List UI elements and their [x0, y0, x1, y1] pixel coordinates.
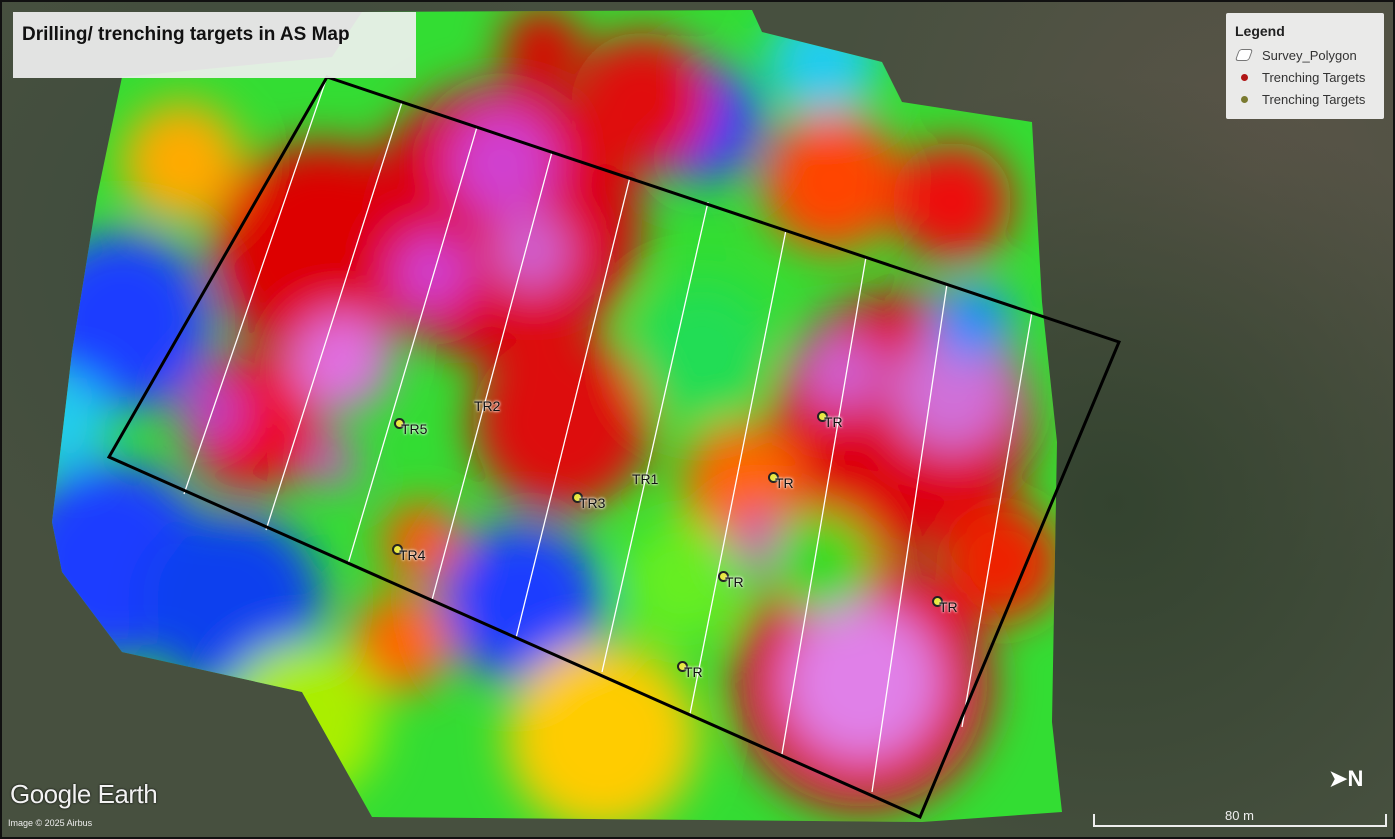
target-marker-icon[interactable]: [392, 544, 403, 555]
target-label[interactable]: TR1: [632, 471, 659, 487]
polygon-icon: [1234, 49, 1254, 61]
heatmap-blob: [772, 512, 872, 612]
heatmap-blob: [307, 437, 357, 487]
survey-line: [183, 76, 328, 495]
target-marker-icon[interactable]: [768, 472, 779, 483]
target-label[interactable]: TR3: [579, 495, 606, 511]
survey-line: [961, 311, 1033, 728]
olive-dot-icon: [1241, 96, 1248, 103]
target-label[interactable]: TR: [684, 664, 703, 680]
survey-line: [515, 176, 631, 639]
survey-line: [265, 101, 403, 531]
survey-line: [781, 256, 867, 755]
heatmap-blob: [492, 212, 572, 292]
heatmap-blob: [382, 502, 462, 582]
target-label[interactable]: TR2: [474, 398, 501, 414]
heatmap-blob: [682, 422, 802, 542]
target-marker-icon[interactable]: [394, 418, 405, 429]
target-marker-icon[interactable]: [932, 596, 943, 607]
heatmap-blob: [762, 112, 902, 252]
heatmap-blob: [622, 522, 742, 642]
target-marker-icon[interactable]: [718, 571, 729, 582]
target-label[interactable]: TR: [775, 475, 794, 491]
heatmap-blob: [392, 232, 472, 312]
heatmap-blob: [502, 10, 582, 87]
map-title: Drilling/ trenching targets in AS Map: [22, 24, 350, 45]
scale-label: 80 m: [1225, 808, 1254, 823]
survey-line: [601, 201, 709, 673]
heatmap-blob: [932, 282, 1012, 362]
heatmap-blob: [122, 102, 242, 222]
legend-title: Legend: [1235, 23, 1285, 39]
heatmap-blob: [782, 602, 942, 762]
survey-line: [689, 229, 787, 715]
map-title-panel: Drilling/ trenching targets in AS Map: [13, 12, 416, 78]
heatmap-blob: [292, 312, 392, 412]
target-label[interactable]: TR5: [401, 421, 428, 437]
target-marker-icon[interactable]: [572, 492, 583, 503]
heatmap-blob: [572, 32, 712, 172]
heatmap-blob: [632, 282, 772, 422]
red-dot-icon: [1241, 74, 1248, 81]
survey-line: [871, 283, 948, 793]
heatmap-blob: [52, 372, 112, 472]
heatmap-blob: [222, 642, 382, 802]
heatmap-blob: [802, 332, 882, 412]
target-marker-icon[interactable]: [817, 411, 828, 422]
heatmap-blob: [507, 642, 697, 822]
north-label: N: [1347, 766, 1364, 791]
target-label[interactable]: TR: [824, 414, 843, 430]
heatmap-blob: [892, 142, 1012, 262]
google-earth-logo: Google Earth: [10, 779, 158, 809]
north-arrow-icon[interactable]: ➤N: [1329, 766, 1364, 791]
heatmap-blob: [442, 522, 602, 682]
survey-line: [431, 151, 553, 601]
heatmap-blob: [472, 332, 652, 512]
target-label[interactable]: TR4: [399, 547, 426, 563]
target-label[interactable]: TR: [939, 599, 958, 615]
heatmap-blob: [352, 592, 452, 692]
legend: Legend Survey_Polygon Trenching Targets …: [1226, 13, 1384, 119]
scale-bar: 80 m: [1093, 808, 1387, 827]
heatmap-blob: [767, 10, 877, 117]
imagery-attribution: Image © 2025 Airbus: [8, 818, 93, 828]
heatmap-blob: [942, 502, 1062, 622]
survey-polygon: [106, 75, 1122, 819]
heatmap-blob: [892, 332, 1012, 452]
target-marker-icon[interactable]: [677, 661, 688, 672]
target-label[interactable]: TR: [725, 574, 744, 590]
survey-line: [347, 126, 478, 565]
